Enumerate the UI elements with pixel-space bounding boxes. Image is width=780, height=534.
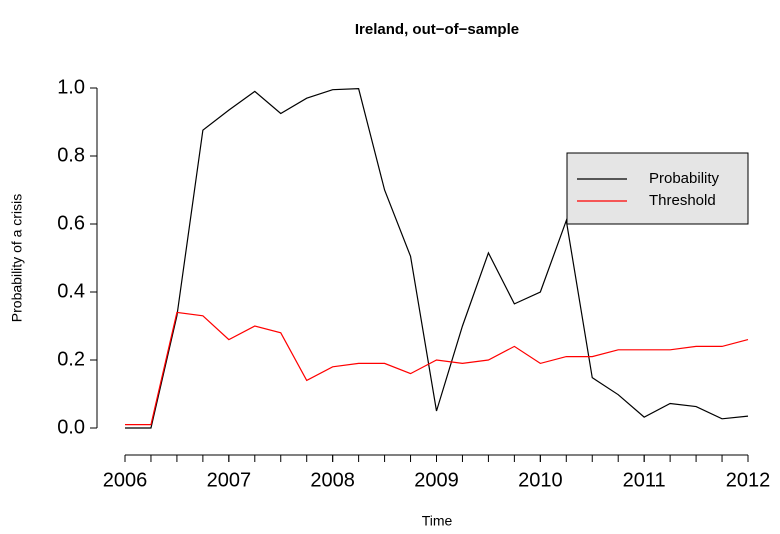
series-line [125, 88, 749, 429]
x-tick-label: 2009 [414, 469, 459, 491]
y-tick-label: 0.4 [57, 280, 85, 302]
x-tick-label: 2012 [726, 469, 771, 491]
y-tick-label: 0.6 [57, 212, 85, 234]
legend-label: Threshold [649, 192, 716, 209]
y-tick-label: 1.0 [57, 76, 85, 98]
x-tick-label: 2008 [310, 469, 355, 491]
chart-title: Ireland, out−of−sample [355, 21, 519, 38]
y-tick-label: 0.8 [57, 144, 85, 166]
x-tick-label: 2007 [207, 469, 252, 491]
legend-label: Probability [649, 170, 720, 187]
y-tick-label: 0.0 [57, 416, 85, 438]
y-tick-label: 0.2 [57, 348, 85, 370]
y-axis-label: Probability of a crisis [9, 194, 25, 322]
x-tick-label: 2006 [103, 469, 148, 491]
x-tick-label: 2010 [518, 469, 563, 491]
legend-box [566, 152, 749, 225]
x-tick-label: 2011 [623, 469, 666, 491]
series-line [125, 311, 749, 426]
x-axis-label: Time [422, 513, 453, 529]
